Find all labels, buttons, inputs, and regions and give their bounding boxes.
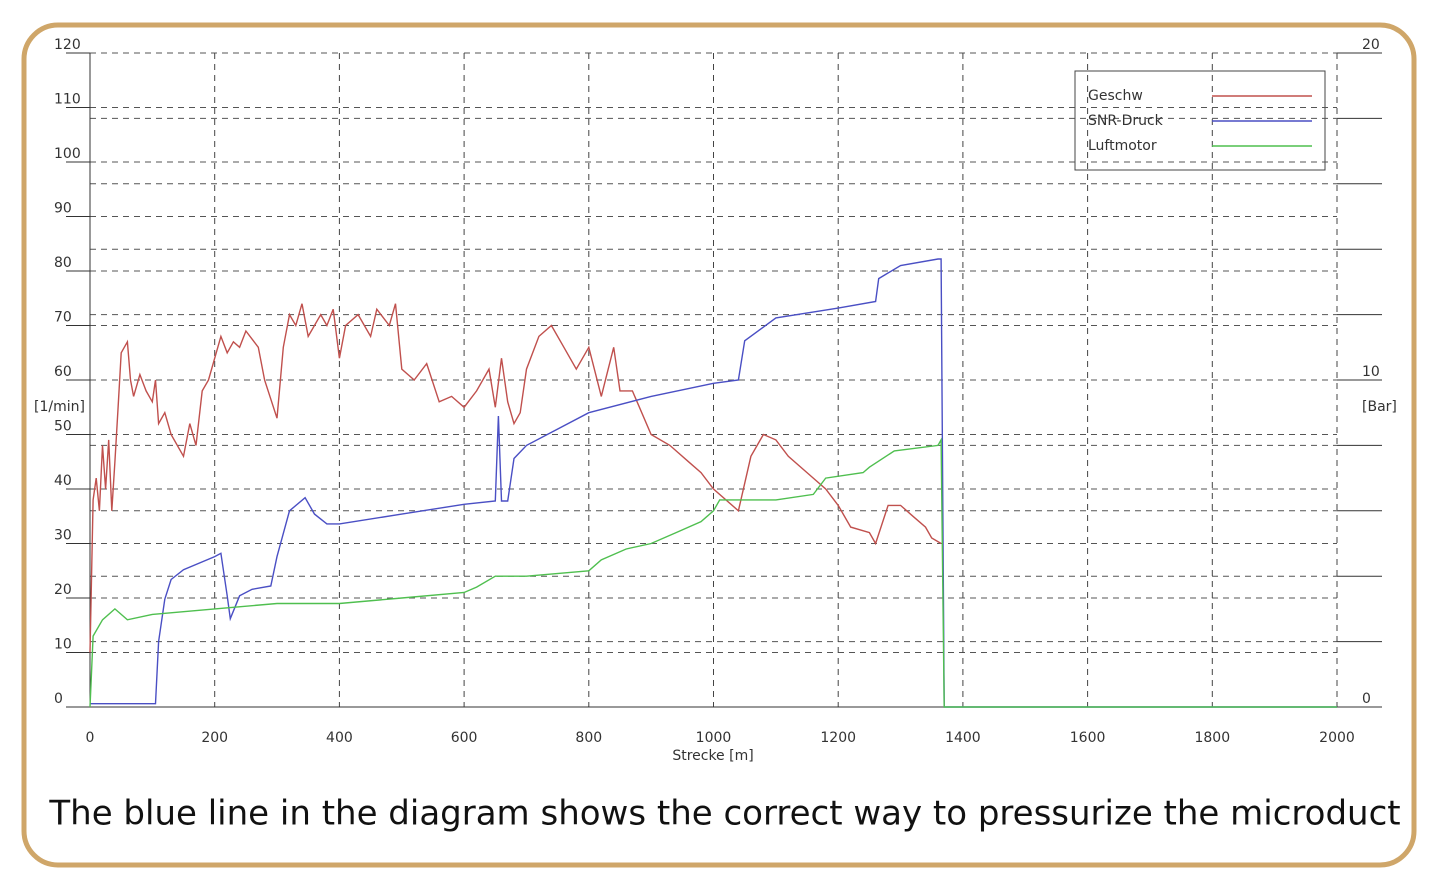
x-tick-label: 0 [86, 730, 95, 746]
x-tick-label: 1800 [1194, 730, 1230, 746]
x-tick-label: 200 [201, 730, 228, 746]
y-tick-label: 30 [54, 528, 72, 544]
y-tick-label: 80 [54, 255, 72, 271]
legend-label: Luftmotor [1088, 138, 1157, 154]
y2-tick-label: 10 [1362, 364, 1380, 380]
y-axis-label: [1/min] [34, 399, 85, 415]
y-tick-label: 20 [54, 582, 72, 598]
x-tick-label: 1600 [1070, 730, 1106, 746]
y-tick-label: 10 [54, 637, 72, 653]
x-tick-label: 1200 [820, 730, 856, 746]
y-tick-label: 0 [54, 691, 63, 707]
y-tick-label: 70 [54, 310, 72, 326]
series-line [89, 303, 942, 653]
x-tick-label: 400 [326, 730, 353, 746]
caption: The blue line in the diagram shows the c… [48, 794, 1400, 834]
x-tick-label: 1400 [945, 730, 981, 746]
series-line [90, 258, 1337, 708]
y-tick-label: 100 [54, 146, 81, 162]
y2-axis-label: [Bar] [1362, 399, 1397, 415]
y-tick-label: 50 [54, 419, 72, 435]
legend-label: Geschw [1088, 88, 1143, 104]
x-tick-label: 600 [451, 730, 478, 746]
legend-label: SNR-Druck [1088, 113, 1164, 129]
y2-tick-label: 20 [1362, 37, 1380, 53]
series-line [89, 437, 1337, 708]
y-tick-label: 60 [54, 364, 72, 380]
x-axis-label: Strecke [m] [672, 748, 753, 764]
y2-tick-label: 0 [1362, 691, 1371, 707]
x-tick-label: 800 [575, 730, 602, 746]
y-tick-label: 90 [54, 201, 72, 217]
x-tick-label: 2000 [1319, 730, 1355, 746]
y-tick-label: 120 [54, 37, 81, 53]
y-tick-label: 110 [54, 92, 81, 108]
y-tick-label: 40 [54, 473, 72, 489]
x-tick-label: 1000 [696, 730, 732, 746]
